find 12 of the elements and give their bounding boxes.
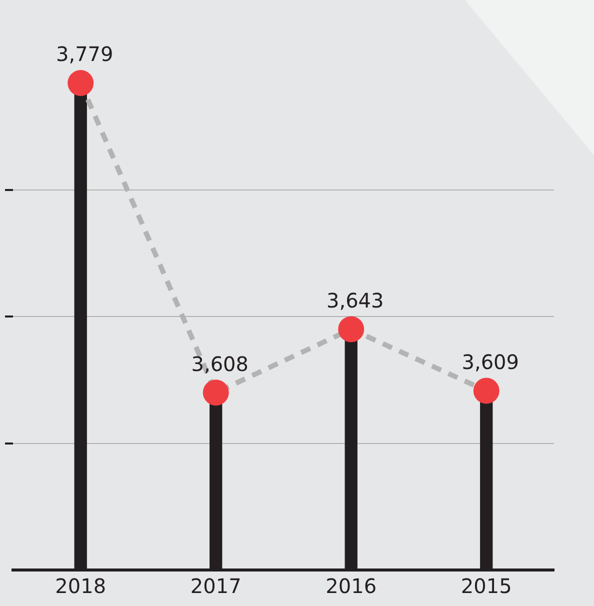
point — [202, 380, 229, 406]
x-tick-label: 2016 — [326, 574, 377, 598]
point — [68, 70, 94, 96]
point — [338, 316, 364, 342]
data-label: 3,609 — [462, 350, 520, 374]
x-tick-label: 2017 — [190, 574, 242, 598]
x-tick-label: 2018 — [55, 574, 106, 598]
point — [473, 378, 500, 404]
x-tick-label: 2015 — [460, 574, 512, 598]
data-label: 3,608 — [191, 352, 249, 376]
data-label: 3,779 — [56, 42, 114, 66]
data-label: 3,643 — [326, 288, 384, 312]
